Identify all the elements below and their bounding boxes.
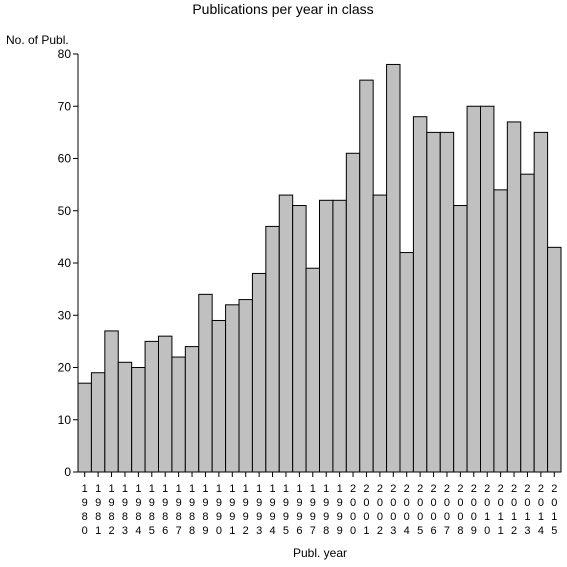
bar-2011: [493, 189, 508, 473]
bar-1987: [171, 356, 186, 473]
bar-2014: [533, 131, 549, 473]
bar-2003: [386, 63, 401, 473]
chart-title: Publications per year in class: [192, 1, 373, 17]
bar-1995: [278, 194, 294, 473]
y-tick-label-50: 50: [58, 204, 72, 218]
bar-2008: [453, 205, 468, 473]
bar-1980: [77, 382, 92, 473]
bar-1988: [184, 346, 200, 473]
bar-1991: [225, 304, 240, 473]
bar-1997: [305, 267, 320, 473]
bar-2012: [506, 121, 522, 473]
y-tick-label-0: 0: [64, 465, 71, 479]
y-tick-label-40: 40: [58, 256, 72, 270]
bar-1990: [211, 319, 227, 473]
y-tick-label-60: 60: [58, 152, 72, 166]
bar-2013: [520, 173, 535, 473]
y-tick-label-30: 30: [58, 308, 72, 322]
bar-1994: [265, 225, 280, 473]
y-axis-label: No. of Publ.: [6, 33, 69, 47]
bar-1981: [90, 372, 106, 473]
bar-2005: [412, 116, 428, 473]
y-axis-ticks: 0 10 20 30 40 50 60 70 80: [58, 47, 78, 479]
bar-2002: [372, 194, 388, 473]
bar-1999: [332, 199, 347, 473]
bar-1982: [104, 330, 119, 473]
bar-1983: [117, 361, 133, 473]
bar-2006: [426, 131, 441, 473]
bar-1984: [131, 367, 146, 473]
bar-2015: [547, 246, 562, 473]
bar-2009: [466, 105, 481, 473]
bar-1996: [292, 205, 307, 473]
x-axis-ticks: 1 9 8 0 1 9 8 1 1 9 8 2 1 9 8 3 1 9 8 4 1 9 8 5 1 9 8 6 1 9 8 7 1 9 8 8 1 9 8 9…: [82, 472, 557, 537]
bar-1989: [198, 293, 213, 473]
y-tick-label-10: 10: [58, 413, 72, 427]
bar-1993: [251, 272, 267, 473]
y-tick-label-20: 20: [58, 361, 72, 375]
bars-group: [77, 63, 562, 473]
bar-2004: [399, 252, 414, 473]
bar-2001: [359, 79, 374, 473]
x-axis-label: Publ. year: [293, 546, 347, 560]
bar-1992: [238, 299, 253, 473]
bar-2000: [345, 152, 361, 473]
bar-2010: [480, 105, 495, 473]
bar-1985: [144, 340, 160, 473]
bar-2007: [439, 131, 455, 473]
bar-1986: [158, 335, 173, 473]
y-tick-label-80: 80: [58, 47, 72, 61]
y-tick-label-70: 70: [58, 99, 72, 113]
bar-1998: [319, 199, 334, 473]
